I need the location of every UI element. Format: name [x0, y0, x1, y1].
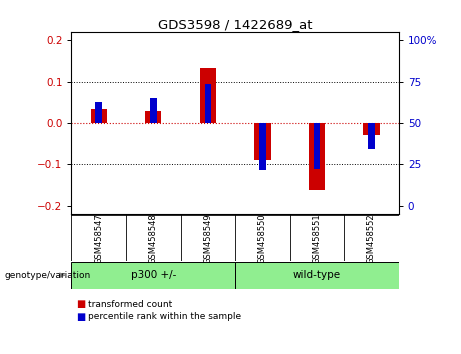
Text: GSM458547: GSM458547 — [94, 213, 103, 264]
Bar — [90, 109, 107, 123]
Bar — [363, 123, 380, 135]
Bar — [309, 123, 325, 190]
Bar — [259, 123, 266, 170]
Text: wild-type: wild-type — [293, 270, 341, 280]
Bar — [95, 102, 102, 123]
Text: ■: ■ — [76, 312, 85, 322]
Text: percentile rank within the sample: percentile rank within the sample — [88, 312, 241, 321]
Text: GSM458548: GSM458548 — [149, 213, 158, 264]
Text: GSM458550: GSM458550 — [258, 213, 267, 264]
Bar — [254, 123, 271, 160]
Bar — [235, 262, 399, 289]
Text: GSM458549: GSM458549 — [203, 213, 213, 264]
Text: genotype/variation: genotype/variation — [5, 271, 91, 280]
Bar — [71, 262, 235, 289]
Bar — [368, 123, 375, 149]
Bar — [200, 68, 216, 123]
Text: p300 +/-: p300 +/- — [130, 270, 176, 280]
Text: GSM458552: GSM458552 — [367, 213, 376, 264]
Text: transformed count: transformed count — [88, 300, 172, 309]
Bar — [145, 112, 161, 123]
Bar — [150, 98, 157, 123]
Bar — [205, 84, 211, 123]
Bar — [313, 123, 320, 170]
Title: GDS3598 / 1422689_at: GDS3598 / 1422689_at — [158, 18, 313, 31]
Text: ■: ■ — [76, 299, 85, 309]
Text: GSM458551: GSM458551 — [313, 213, 321, 264]
